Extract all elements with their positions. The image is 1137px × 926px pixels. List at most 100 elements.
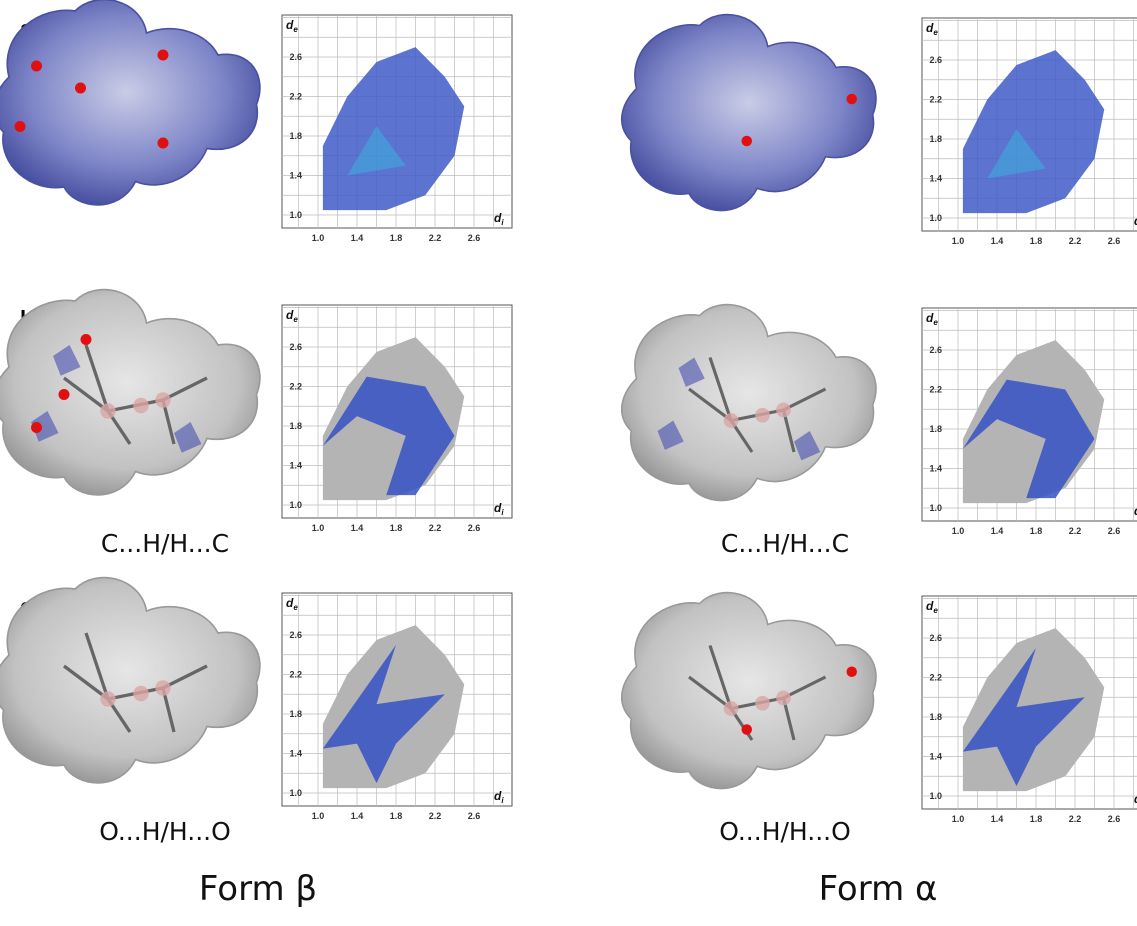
- contact-spot: [59, 389, 70, 400]
- y-tick-label: 2.2: [289, 382, 302, 392]
- atom: [133, 686, 148, 701]
- y-tick-label: 2.2: [289, 670, 302, 680]
- y-tick-label: 2.6: [289, 342, 302, 352]
- x-tick-label: 1.0: [952, 814, 965, 824]
- x-tick-label: 2.2: [429, 523, 442, 533]
- x-tick-label: 1.4: [351, 523, 364, 533]
- y-tick-label: 2.6: [929, 55, 942, 65]
- x-tick-label: 1.0: [952, 526, 965, 536]
- atom: [155, 392, 170, 407]
- contact-spot: [14, 121, 25, 132]
- hirshfeld-surface: [0, 290, 260, 495]
- x-tick-label: 1.4: [991, 526, 1004, 536]
- contact-caption: C...H/H...C: [721, 529, 849, 558]
- y-tick-label: 1.0: [929, 791, 942, 801]
- y-tick-label: 2.2: [929, 673, 942, 683]
- y-axis-subscript: e: [933, 318, 938, 327]
- hirshfeld-surface: [622, 15, 876, 211]
- x-tick-label: 1.4: [991, 814, 1004, 824]
- x-tick-label: 2.2: [429, 233, 442, 243]
- contact-spot: [158, 138, 169, 149]
- y-axis-subscript: e: [933, 28, 938, 37]
- atom: [776, 691, 791, 706]
- molecule: [0, 0, 260, 205]
- molecule: [622, 305, 876, 501]
- x-tick-label: 1.8: [1030, 814, 1043, 824]
- contact-caption: O...H/H...O: [719, 817, 851, 846]
- y-axis-subscript: e: [293, 603, 298, 612]
- x-tick-label: 2.6: [1108, 814, 1121, 824]
- contact-spot: [31, 422, 42, 433]
- x-tick-label: 2.6: [1108, 526, 1121, 536]
- y-tick-label: 1.0: [929, 213, 942, 223]
- y-tick-label: 1.8: [929, 424, 942, 434]
- y-tick-label: 2.6: [289, 52, 302, 62]
- contact-spot: [742, 136, 753, 147]
- y-tick-label: 1.0: [289, 500, 302, 510]
- figure: a1.01.41.82.22.61.01.41.82.22.6dedi1.01.…: [0, 0, 1137, 926]
- x-tick-label: 1.0: [952, 236, 965, 246]
- y-tick-label: 2.6: [289, 630, 302, 640]
- y-tick-label: 1.4: [929, 174, 942, 184]
- x-tick-label: 1.0: [312, 811, 325, 821]
- y-tick-label: 1.8: [289, 131, 302, 141]
- x-tick-label: 2.2: [1069, 814, 1082, 824]
- x-tick-label: 2.6: [1108, 236, 1121, 246]
- y-tick-label: 1.8: [929, 712, 942, 722]
- y-tick-label: 1.4: [289, 461, 302, 471]
- atom: [155, 680, 170, 695]
- atom: [100, 691, 115, 706]
- contact-caption: O...H/H...O: [99, 817, 231, 846]
- y-tick-label: 2.2: [929, 385, 942, 395]
- x-tick-label: 2.2: [1069, 236, 1082, 246]
- y-axis-subscript: e: [293, 25, 298, 34]
- atom: [724, 413, 739, 428]
- form-label: Form α: [819, 869, 938, 909]
- x-tick-label: 2.6: [468, 811, 481, 821]
- x-tick-label: 1.8: [1030, 526, 1043, 536]
- y-tick-label: 1.8: [289, 709, 302, 719]
- x-tick-label: 1.0: [312, 523, 325, 533]
- y-tick-label: 2.2: [289, 92, 302, 102]
- contact-spot: [75, 83, 86, 94]
- x-tick-label: 1.0: [312, 233, 325, 243]
- y-tick-label: 1.4: [929, 752, 942, 762]
- y-tick-label: 1.4: [929, 464, 942, 474]
- x-tick-label: 1.8: [1030, 236, 1043, 246]
- x-tick-label: 1.8: [390, 523, 403, 533]
- atom: [100, 403, 115, 418]
- fingerprint-plot: 1.01.41.82.22.61.01.41.82.22.6dedi: [922, 596, 1137, 824]
- molecule: [622, 593, 876, 789]
- x-tick-label: 1.4: [351, 811, 364, 821]
- contact-spot: [847, 667, 858, 678]
- hirshfeld-surface: [622, 305, 876, 501]
- y-tick-label: 1.4: [289, 749, 302, 759]
- molecule: [0, 290, 260, 495]
- y-axis-subscript: e: [933, 606, 938, 615]
- contact-spot: [81, 334, 92, 345]
- hirshfeld-surface: [622, 593, 876, 789]
- x-tick-label: 2.6: [468, 233, 481, 243]
- y-tick-label: 1.0: [929, 503, 942, 513]
- atom: [755, 696, 770, 711]
- x-tick-label: 2.2: [1069, 526, 1082, 536]
- atom: [133, 398, 148, 413]
- contact-spot: [31, 61, 42, 72]
- x-tick-label: 2.2: [429, 811, 442, 821]
- atom: [724, 701, 739, 716]
- contact-caption: C...H/H...C: [101, 529, 229, 558]
- y-tick-label: 1.0: [289, 788, 302, 798]
- atom: [755, 408, 770, 423]
- y-tick-label: 1.8: [929, 134, 942, 144]
- y-tick-label: 2.6: [929, 633, 942, 643]
- y-tick-label: 1.0: [289, 210, 302, 220]
- hirshfeld-surface: [0, 578, 260, 783]
- x-tick-label: 1.8: [390, 233, 403, 243]
- contact-spot: [742, 724, 753, 735]
- y-tick-label: 1.4: [289, 171, 302, 181]
- contact-spot: [158, 50, 169, 61]
